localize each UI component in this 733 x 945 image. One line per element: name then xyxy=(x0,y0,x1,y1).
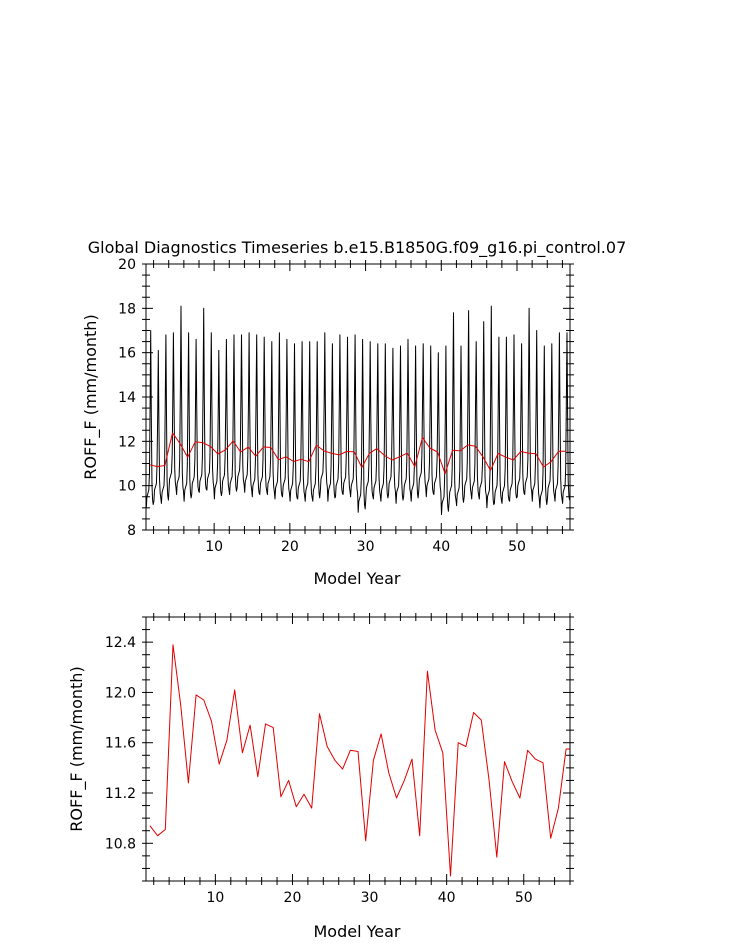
top-panel: 10 20 30 40 50 8 10 12 14 16 18 20 Model Year ROFF_… xyxy=(81,257,574,588)
chart-title: Global Diagnostics Timeseries b.e15.B185… xyxy=(88,238,627,258)
top-y-tick-label: 8 xyxy=(127,523,136,539)
top-y-tick-label: 16 xyxy=(118,346,136,362)
top-y-tick-label: 12 xyxy=(118,434,136,450)
top-x-tick-label: 30 xyxy=(357,539,375,555)
top-x-tick-label: 40 xyxy=(432,539,450,555)
bottom-x-tick-label: 20 xyxy=(284,890,302,906)
top-y-axis-label: ROFF_F (mm/month) xyxy=(81,314,101,479)
top-x-axis-label: Model Year xyxy=(314,569,401,588)
bottom-plot-area: 10 20 30 40 50 10.8 11.2 11.6 12.0 12.4 xyxy=(105,613,574,906)
bottom-x-axis-label: Model Year xyxy=(314,922,401,941)
top-y-tick-label: 18 xyxy=(118,301,136,317)
bottom-x-tick-label: 50 xyxy=(515,890,533,906)
bottom-y-tick-label: 10.8 xyxy=(105,836,136,852)
bottom-plot-frame xyxy=(145,616,571,882)
top-x-tick-label: 50 xyxy=(508,539,526,555)
top-x-tick-label: 10 xyxy=(205,539,223,555)
bottom-y-tick-label: 12.0 xyxy=(105,685,136,701)
top-series-monthly-line xyxy=(145,305,570,515)
top-y-tick-label: 20 xyxy=(118,257,136,273)
bottom-y-tick-label: 11.2 xyxy=(105,786,136,802)
bottom-series-annual-mean-line xyxy=(149,644,570,877)
bottom-y-tick-label: 12.4 xyxy=(105,635,136,651)
top-x-tick-label: 20 xyxy=(281,539,299,555)
bottom-x-tick-label: 10 xyxy=(206,890,224,906)
top-plot-area: 10 20 30 40 50 8 10 12 14 16 18 20 xyxy=(118,257,574,555)
bottom-panel: 10 20 30 40 50 10.8 11.2 11.6 12.0 12.4 Model Yea… xyxy=(67,613,574,941)
bottom-x-tick-label: 40 xyxy=(438,890,456,906)
top-y-tick-label: 10 xyxy=(118,479,136,495)
top-plot-frame xyxy=(145,263,571,531)
top-series-annual-mean-line xyxy=(149,432,567,475)
bottom-x-tick-label: 30 xyxy=(361,890,379,906)
bottom-y-axis-label: ROFF_F (mm/month) xyxy=(67,666,87,831)
top-y-tick-label: 14 xyxy=(118,390,136,406)
bottom-y-tick-label: 11.6 xyxy=(105,736,136,752)
